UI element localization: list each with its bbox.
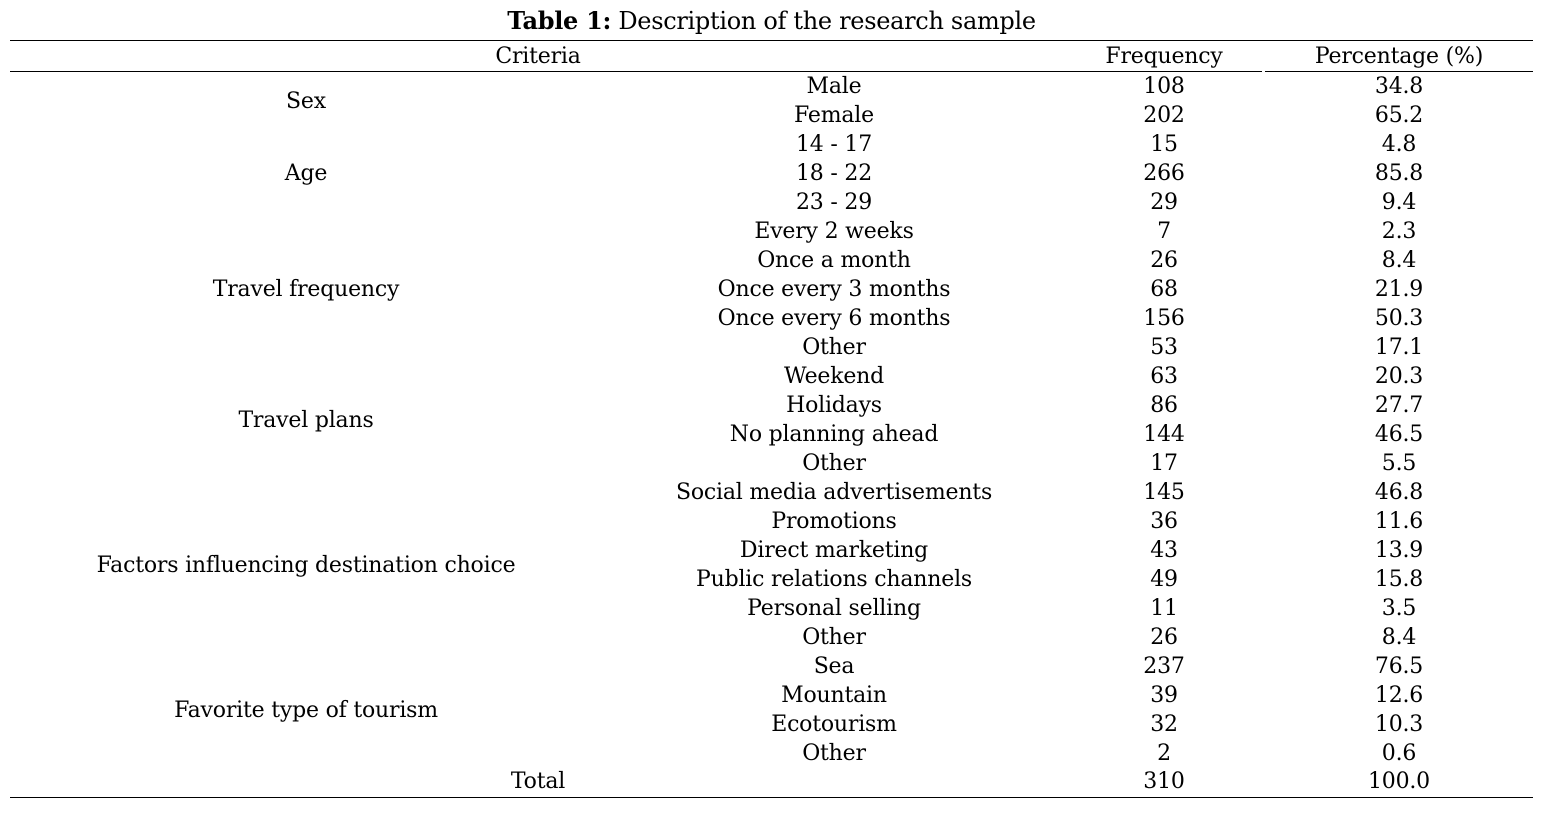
row-category: Other xyxy=(802,741,866,766)
row-frequency: 53 xyxy=(1150,335,1178,360)
row-frequency: 86 xyxy=(1150,393,1178,418)
row-category: 18 - 22 xyxy=(795,161,872,186)
row-category: Sea xyxy=(813,654,855,679)
row-frequency: 202 xyxy=(1143,103,1185,128)
table-title: Description of the research sample xyxy=(611,7,1036,35)
row-category: 23 - 29 xyxy=(795,190,872,215)
row-category: Direct marketing xyxy=(739,538,929,563)
row-frequency: 36 xyxy=(1150,509,1178,534)
row-frequency: 266 xyxy=(1143,161,1185,186)
header-percentage: Percentage (%) xyxy=(1314,44,1484,69)
total-frequency: 310 xyxy=(1143,769,1185,794)
row-percentage: 9.4 xyxy=(1381,190,1417,215)
row-category: Once every 6 months xyxy=(717,306,951,331)
total-label: Total xyxy=(510,769,566,794)
row-percentage: 85.8 xyxy=(1374,161,1424,186)
row-percentage: 5.5 xyxy=(1381,451,1417,476)
bottom-rule xyxy=(10,797,1533,798)
row-frequency: 39 xyxy=(1150,683,1178,708)
row-frequency: 15 xyxy=(1150,132,1178,157)
row-percentage: 3.5 xyxy=(1381,596,1417,621)
row-frequency: 26 xyxy=(1150,625,1178,650)
top-rule xyxy=(10,40,1533,41)
row-frequency: 2 xyxy=(1157,741,1171,766)
row-frequency: 108 xyxy=(1143,74,1185,99)
row-frequency: 29 xyxy=(1150,190,1178,215)
table-caption: Table 1: Description of the research sam… xyxy=(0,6,1543,36)
row-percentage: 34.8 xyxy=(1374,74,1424,99)
row-frequency: 17 xyxy=(1150,451,1178,476)
header-criteria: Criteria xyxy=(495,44,581,69)
row-percentage: 10.3 xyxy=(1374,712,1424,737)
row-frequency: 237 xyxy=(1143,654,1185,679)
row-frequency: 26 xyxy=(1150,248,1178,273)
row-percentage: 46.5 xyxy=(1374,422,1424,447)
row-percentage: 17.1 xyxy=(1374,335,1424,360)
group-label: Factors influencing destination choice xyxy=(96,552,516,578)
group-label: Travel frequency xyxy=(212,277,400,302)
row-frequency: 68 xyxy=(1150,277,1178,302)
row-category: Female xyxy=(794,103,874,128)
row-frequency: 49 xyxy=(1150,567,1178,592)
row-frequency: 156 xyxy=(1143,306,1185,331)
row-category: Promotions xyxy=(771,509,897,534)
row-category: Ecotourism xyxy=(771,712,897,737)
row-percentage: 12.6 xyxy=(1374,683,1424,708)
row-percentage: 50.3 xyxy=(1374,306,1424,331)
group-label: Travel plans xyxy=(238,407,374,433)
row-frequency: 145 xyxy=(1143,480,1185,505)
row-frequency: 43 xyxy=(1150,538,1178,563)
row-category: Once a month xyxy=(757,248,911,273)
row-frequency: 7 xyxy=(1157,219,1171,244)
row-percentage: 0.6 xyxy=(1381,741,1417,766)
row-percentage: 2.3 xyxy=(1381,219,1417,244)
header-rule-left xyxy=(10,71,1262,72)
row-percentage: 20.3 xyxy=(1374,364,1424,389)
row-category: Holidays xyxy=(786,393,882,418)
row-frequency: 63 xyxy=(1150,364,1178,389)
row-percentage: 76.5 xyxy=(1374,654,1424,679)
row-category: 14 - 17 xyxy=(795,132,872,157)
group-label: Sex xyxy=(286,88,326,114)
row-percentage: 8.4 xyxy=(1381,248,1417,273)
row-category: No planning ahead xyxy=(729,422,939,447)
row-frequency: 144 xyxy=(1143,422,1185,447)
row-category: Other xyxy=(802,335,866,360)
row-frequency: 32 xyxy=(1150,712,1178,737)
row-percentage: 21.9 xyxy=(1374,277,1424,302)
row-category: Mountain xyxy=(781,683,887,708)
row-category: Once every 3 months xyxy=(717,277,951,302)
header-frequency: Frequency xyxy=(1105,44,1223,69)
row-percentage: 13.9 xyxy=(1374,538,1424,563)
row-category: Other xyxy=(802,625,866,650)
row-percentage: 8.4 xyxy=(1381,625,1417,650)
row-category: Weekend xyxy=(783,364,885,389)
row-percentage: 65.2 xyxy=(1374,103,1424,128)
row-percentage: 15.8 xyxy=(1374,567,1424,592)
row-category: Every 2 weeks xyxy=(754,219,914,244)
row-category: Male xyxy=(806,74,862,99)
group-label: Favorite type of tourism xyxy=(174,697,438,723)
row-category: Public relations channels xyxy=(696,567,972,592)
row-percentage: 11.6 xyxy=(1374,509,1424,534)
row-category: Personal selling xyxy=(747,596,921,621)
row-percentage: 4.8 xyxy=(1381,132,1417,157)
row-frequency: 11 xyxy=(1150,596,1178,621)
row-percentage: 46.8 xyxy=(1374,480,1424,505)
row-category: Social media advertisements xyxy=(675,480,993,505)
group-label: Age xyxy=(284,161,328,186)
row-percentage: 27.7 xyxy=(1374,393,1424,418)
table-number: Table 1: xyxy=(507,6,612,35)
header-rule-right xyxy=(1265,71,1533,72)
total-percentage: 100.0 xyxy=(1368,769,1430,794)
row-category: Other xyxy=(802,451,866,476)
